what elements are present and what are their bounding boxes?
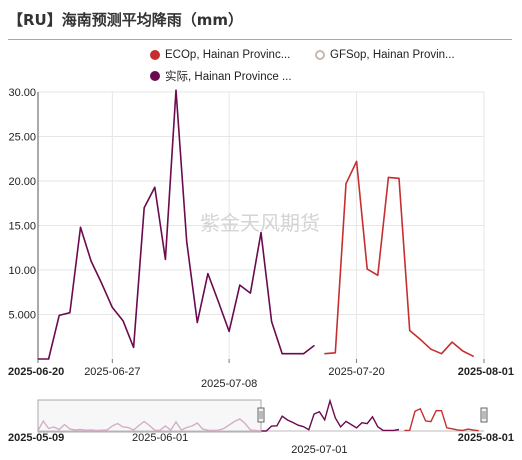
data-point — [366, 268, 368, 270]
data-point — [239, 284, 241, 286]
x-axis: 2025-06-20 2025-06-27 2025-07-20 2025-08-01… — [8, 359, 514, 390]
data-point — [90, 260, 92, 262]
legend-label-ecop: ECOp, Hainan Provinc... — [165, 49, 291, 61]
data-point — [143, 207, 145, 209]
data-point — [69, 312, 71, 314]
data-point — [101, 282, 103, 284]
data-point — [462, 350, 464, 352]
data-point — [302, 353, 305, 355]
y-tick-label: 10.00 — [8, 265, 36, 277]
x-tick-label: 2025-08-01 — [458, 366, 514, 378]
navigator-tick-label: 2025-07-01 — [291, 444, 347, 456]
navigator-series-unselected — [37, 418, 262, 432]
legend-item-ecop[interactable]: ECOp, Hainan Provinc... — [150, 49, 290, 61]
data-point — [398, 177, 400, 179]
title-divider — [8, 39, 512, 40]
legend-item-actual[interactable]: 实际, Hainan Province ... — [150, 68, 292, 84]
data-point — [324, 353, 326, 355]
watermark: 紫金天风期货 — [200, 211, 320, 235]
legend-marker-gfsop — [315, 50, 325, 60]
data-point — [228, 330, 230, 332]
data-point — [186, 240, 188, 243]
data-point — [313, 345, 315, 347]
data-point — [271, 321, 273, 323]
data-point — [281, 353, 283, 355]
data-point — [111, 306, 113, 308]
x-tick-label: 2025-06-27 — [84, 366, 140, 378]
chart-title: 【RU】海南预测平均降雨（mm） — [8, 11, 243, 29]
data-point — [292, 353, 294, 355]
y-tick-label: 30.00 — [8, 87, 36, 99]
x-tick-label: 2025-07-08 — [201, 378, 257, 390]
data-point — [175, 89, 177, 91]
data-point — [58, 314, 60, 316]
data-point — [472, 355, 474, 357]
data-point — [249, 292, 251, 294]
y-axis: 30.00 25.00 20.00 15.00 10.00 5.000 — [8, 87, 39, 359]
series-line-ecop — [324, 160, 474, 358]
range-navigator[interactable]: 2025-05-09 2025-06-01 2025-08-01 2025-07-01 — [8, 398, 514, 456]
grid — [37, 91, 485, 359]
data-point — [48, 358, 50, 360]
data-point — [79, 226, 82, 228]
data-point — [430, 348, 432, 350]
data-point — [377, 274, 379, 276]
navigator-tick-label: 2025-06-01 — [132, 432, 188, 444]
y-tick-label: 5.000 — [8, 310, 36, 322]
data-point — [451, 341, 453, 343]
y-tick-label: 20.00 — [8, 176, 36, 188]
navigator-series-actual — [261, 398, 400, 432]
data-point — [356, 160, 358, 162]
navigator-handle-right[interactable] — [480, 407, 488, 423]
navigator-mask — [37, 399, 262, 433]
data-point — [207, 273, 209, 275]
legend-label-gfsop: GFSop, Hainan Provin... — [330, 49, 455, 61]
legend-item-gfsop[interactable]: GFSop, Hainan Provin... — [315, 49, 455, 61]
legend-marker-actual — [150, 71, 160, 81]
data-point — [217, 301, 220, 303]
y-tick-label: 15.00 — [8, 221, 36, 233]
data-point — [154, 186, 156, 188]
y-tick-label: 25.00 — [8, 132, 36, 144]
plot-series — [37, 89, 474, 360]
data-point — [122, 320, 124, 322]
data-point — [409, 329, 411, 332]
legend-marker-ecop — [150, 50, 160, 60]
data-point — [37, 358, 39, 360]
navigator-handle-left[interactable] — [257, 407, 265, 423]
data-point — [196, 321, 198, 324]
x-tick-label: 2025-06-20 — [8, 366, 64, 378]
legend-label-actual: 实际, Hainan Province ... — [165, 71, 292, 83]
x-tick-label: 2025-07-20 — [328, 366, 384, 378]
navigator-tick-label: 2025-05-09 — [8, 432, 64, 444]
data-point — [440, 353, 443, 355]
data-point — [419, 338, 421, 340]
data-point — [133, 346, 135, 348]
data-point — [345, 183, 347, 185]
navigator-tick-label: 2025-08-01 — [458, 432, 514, 444]
data-point — [387, 176, 389, 178]
data-point — [334, 352, 336, 354]
data-point — [164, 258, 166, 260]
navigator-series-ecop — [404, 407, 479, 432]
data-point — [260, 232, 262, 234]
